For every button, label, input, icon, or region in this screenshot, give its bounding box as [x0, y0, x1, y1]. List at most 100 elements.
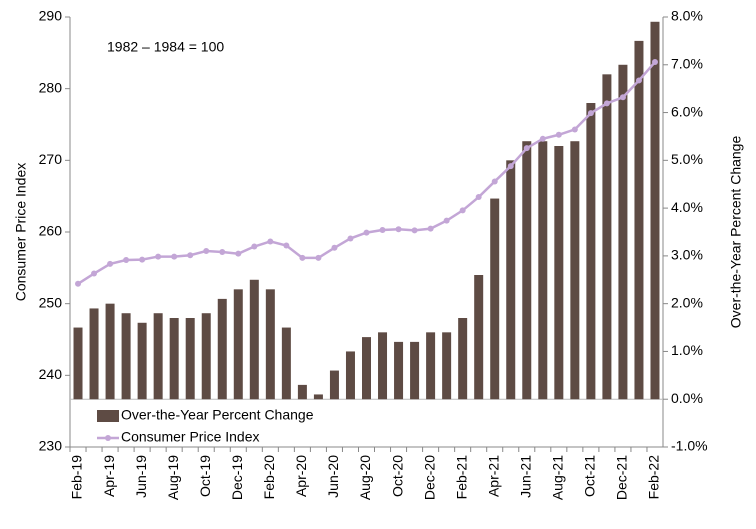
bar: [137, 322, 147, 400]
line-point: [459, 207, 466, 214]
x-tick-label: Dec-21: [614, 455, 630, 500]
x-tick-label: Feb-22: [646, 455, 662, 500]
line-point: [75, 280, 82, 287]
bar: [426, 332, 436, 400]
y2-tick-label: 2.0%: [671, 294, 703, 310]
bar: [73, 327, 83, 400]
y2-tick-label: 0.0%: [671, 390, 703, 406]
line-point: [507, 163, 514, 170]
line-point: [475, 194, 482, 201]
bar: [345, 351, 355, 400]
x-tick-label: Jun-20: [325, 455, 341, 498]
line-point: [219, 249, 226, 256]
bar: [329, 370, 339, 400]
bar: [410, 341, 420, 400]
bar: [233, 289, 243, 400]
bar: [474, 275, 484, 400]
x-tick-label: Apr-21: [485, 455, 501, 497]
line-point: [603, 100, 610, 107]
y-tick-label: 270: [39, 151, 63, 167]
x-tick-label: Oct-19: [197, 455, 213, 497]
line-point: [539, 135, 546, 142]
line-point: [619, 94, 626, 101]
y2-tick-label: -1.0%: [671, 438, 708, 454]
y2-axis-label: Over-the-Year Percent Change: [728, 136, 744, 329]
line-point: [107, 260, 114, 267]
line-point: [299, 254, 306, 261]
legend-swatch: [105, 435, 111, 441]
bar: [362, 337, 371, 400]
x-tick-label: Apr-20: [293, 455, 309, 497]
x-tick-label: Jun-21: [517, 455, 533, 498]
x-tick-label: Apr-19: [101, 455, 117, 497]
bar: [554, 146, 564, 400]
y2-tick-label: 4.0%: [671, 199, 703, 215]
bar: [121, 313, 131, 400]
bar: [570, 141, 580, 400]
x-tick-label: Oct-20: [389, 455, 405, 497]
y-tick-label: 260: [39, 223, 63, 239]
x-tick-label: Feb-19: [69, 455, 85, 500]
y-tick-label: 230: [39, 438, 63, 454]
line-point: [427, 225, 434, 232]
bar: [586, 103, 596, 400]
bar: [153, 313, 163, 400]
x-tick-label: Oct-21: [582, 455, 598, 497]
bar: [602, 74, 612, 400]
line: [77, 61, 656, 285]
line-point: [123, 257, 130, 264]
annotation: 1982 – 1984 = 100: [107, 39, 224, 55]
line-point: [267, 238, 274, 245]
y-tick-label: 280: [39, 79, 63, 95]
legend-label: Over-the-Year Percent Change: [121, 407, 314, 423]
line-point: [555, 131, 562, 138]
bar: [201, 313, 211, 400]
bar: [538, 141, 548, 400]
line-point: [139, 256, 146, 263]
line-point: [363, 229, 370, 236]
legend-swatch: [97, 410, 119, 422]
bar: [378, 332, 388, 400]
line-point: [651, 59, 658, 66]
x-tick-label: Feb-21: [453, 455, 469, 500]
y2-tick-label: 6.0%: [671, 103, 703, 119]
line-point: [587, 110, 594, 117]
line-point: [491, 178, 498, 185]
x-tick-label: Aug-21: [550, 455, 566, 500]
bar: [506, 160, 516, 400]
x-tick-label: Aug-19: [165, 455, 181, 500]
bar: [490, 198, 500, 400]
line-point: [187, 252, 194, 259]
line-point: [523, 145, 530, 152]
line-point: [443, 217, 450, 224]
bar: [650, 21, 660, 400]
bar: [249, 279, 259, 400]
bar: [297, 384, 307, 400]
line-point: [411, 227, 418, 234]
line-point: [235, 250, 242, 257]
bar: [281, 327, 291, 400]
legend-label: Consumer Price Index: [121, 429, 260, 445]
y-tick-label: 250: [39, 294, 63, 310]
line-point: [635, 77, 642, 84]
x-tick-label: Dec-20: [421, 455, 437, 500]
bar: [634, 40, 644, 400]
y-tick-label: 290: [39, 8, 63, 24]
line-point: [283, 242, 290, 249]
bar: [185, 318, 195, 400]
line-point: [171, 253, 178, 260]
line-point: [379, 226, 386, 233]
bar: [522, 141, 532, 400]
bar: [394, 341, 404, 400]
y2-tick-label: 8.0%: [671, 8, 703, 24]
y-tick-label: 240: [39, 366, 63, 382]
x-tick-label: Dec-19: [229, 455, 245, 500]
line-point: [571, 126, 578, 133]
line-point: [395, 226, 402, 233]
line-point: [251, 243, 258, 250]
bar: [265, 289, 275, 400]
bar: [458, 318, 468, 400]
bar: [313, 394, 323, 400]
bar: [217, 298, 227, 400]
